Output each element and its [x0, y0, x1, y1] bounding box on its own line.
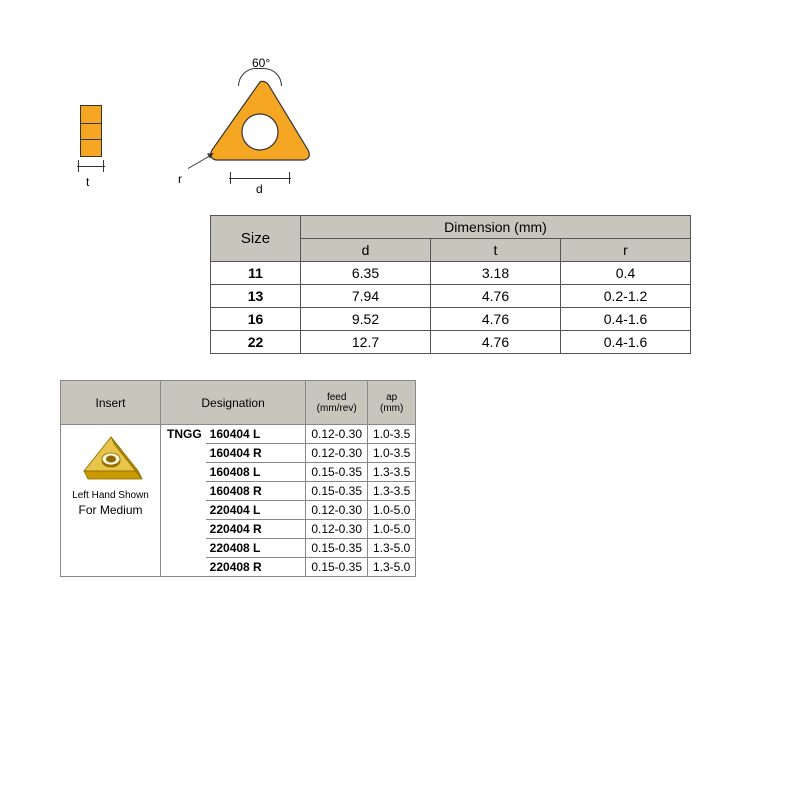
ap-cell: 1.0-3.5 [368, 444, 416, 463]
dimension-header: Dimension (mm) [301, 216, 691, 239]
table-row: 137.944.760.2-1.2 [211, 285, 691, 308]
d-cell: 6.35 [301, 262, 431, 285]
table-row: 2212.74.760.4-1.6 [211, 331, 691, 354]
designation-header: Designation [161, 381, 306, 425]
insert-cell: Left Hand Shown For Medium [61, 425, 161, 577]
insert-table: Insert Designation feed(mm/rev) ap(mm) L… [60, 380, 416, 577]
col-r: r [561, 239, 691, 262]
feed-header: feed(mm/rev) [306, 381, 368, 425]
r-cell: 0.2-1.2 [561, 285, 691, 308]
side-rect-shape [80, 105, 102, 157]
dimension-table: Size Dimension (mm) d t r 116.353.180.41… [210, 215, 691, 354]
d-cell: 12.7 [301, 331, 431, 354]
feed-cell: 0.12-0.30 [306, 520, 368, 539]
t-dimension-bracket [78, 160, 104, 172]
ap-cell: 1.0-5.0 [368, 501, 416, 520]
d-dimension-label: d [256, 182, 263, 196]
d-cell: 9.52 [301, 308, 431, 331]
code-cell: 220408 R [206, 558, 306, 577]
code-cell: 220404 R [206, 520, 306, 539]
triangle-insert-diagram [200, 70, 320, 175]
t-cell: 4.76 [431, 285, 561, 308]
technical-diagram: t 60° r d [60, 60, 380, 220]
family-cell: TNGG [161, 425, 206, 577]
col-d: d [301, 239, 431, 262]
insert-header: Insert [61, 381, 161, 425]
feed-cell: 0.12-0.30 [306, 444, 368, 463]
feed-cell: 0.12-0.30 [306, 501, 368, 520]
angle-label: 60° [252, 56, 270, 70]
t-cell: 4.76 [431, 308, 561, 331]
table-row: 116.353.180.4 [211, 262, 691, 285]
feed-cell: 0.15-0.35 [306, 463, 368, 482]
feed-cell: 0.15-0.35 [306, 558, 368, 577]
d-cell: 7.94 [301, 285, 431, 308]
r-dimension-label: r [178, 172, 182, 186]
feed-cell: 0.15-0.35 [306, 482, 368, 501]
code-cell: 220404 L [206, 501, 306, 520]
ap-cell: 1.3-3.5 [368, 482, 416, 501]
code-cell: 160404 L [206, 425, 306, 444]
table-row: 169.524.760.4-1.6 [211, 308, 691, 331]
r-cell: 0.4-1.6 [561, 308, 691, 331]
side-view-diagram [80, 105, 102, 157]
code-cell: 160404 R [206, 444, 306, 463]
size-cell: 22 [211, 331, 301, 354]
col-t: t [431, 239, 561, 262]
ap-cell: 1.3-3.5 [368, 463, 416, 482]
code-cell: 160408 R [206, 482, 306, 501]
r-cell: 0.4 [561, 262, 691, 285]
feed-cell: 0.15-0.35 [306, 539, 368, 558]
insert-3d-icon [76, 431, 146, 486]
size-cell: 13 [211, 285, 301, 308]
ap-cell: 1.3-5.0 [368, 558, 416, 577]
table-row: Left Hand ShownFor MediumTNGG160404 L0.1… [61, 425, 416, 444]
t-cell: 4.76 [431, 331, 561, 354]
caption-medium: For Medium [65, 503, 156, 517]
feed-cell: 0.12-0.30 [306, 425, 368, 444]
size-header: Size [211, 216, 301, 262]
t-dimension-label: t [86, 175, 89, 189]
code-cell: 220408 L [206, 539, 306, 558]
ap-cell: 1.0-3.5 [368, 425, 416, 444]
ap-header: ap(mm) [368, 381, 416, 425]
size-cell: 11 [211, 262, 301, 285]
t-cell: 3.18 [431, 262, 561, 285]
code-cell: 160408 L [206, 463, 306, 482]
ap-cell: 1.0-5.0 [368, 520, 416, 539]
r-cell: 0.4-1.6 [561, 331, 691, 354]
ap-cell: 1.3-5.0 [368, 539, 416, 558]
size-cell: 16 [211, 308, 301, 331]
caption-left-hand: Left Hand Shown [65, 490, 156, 501]
